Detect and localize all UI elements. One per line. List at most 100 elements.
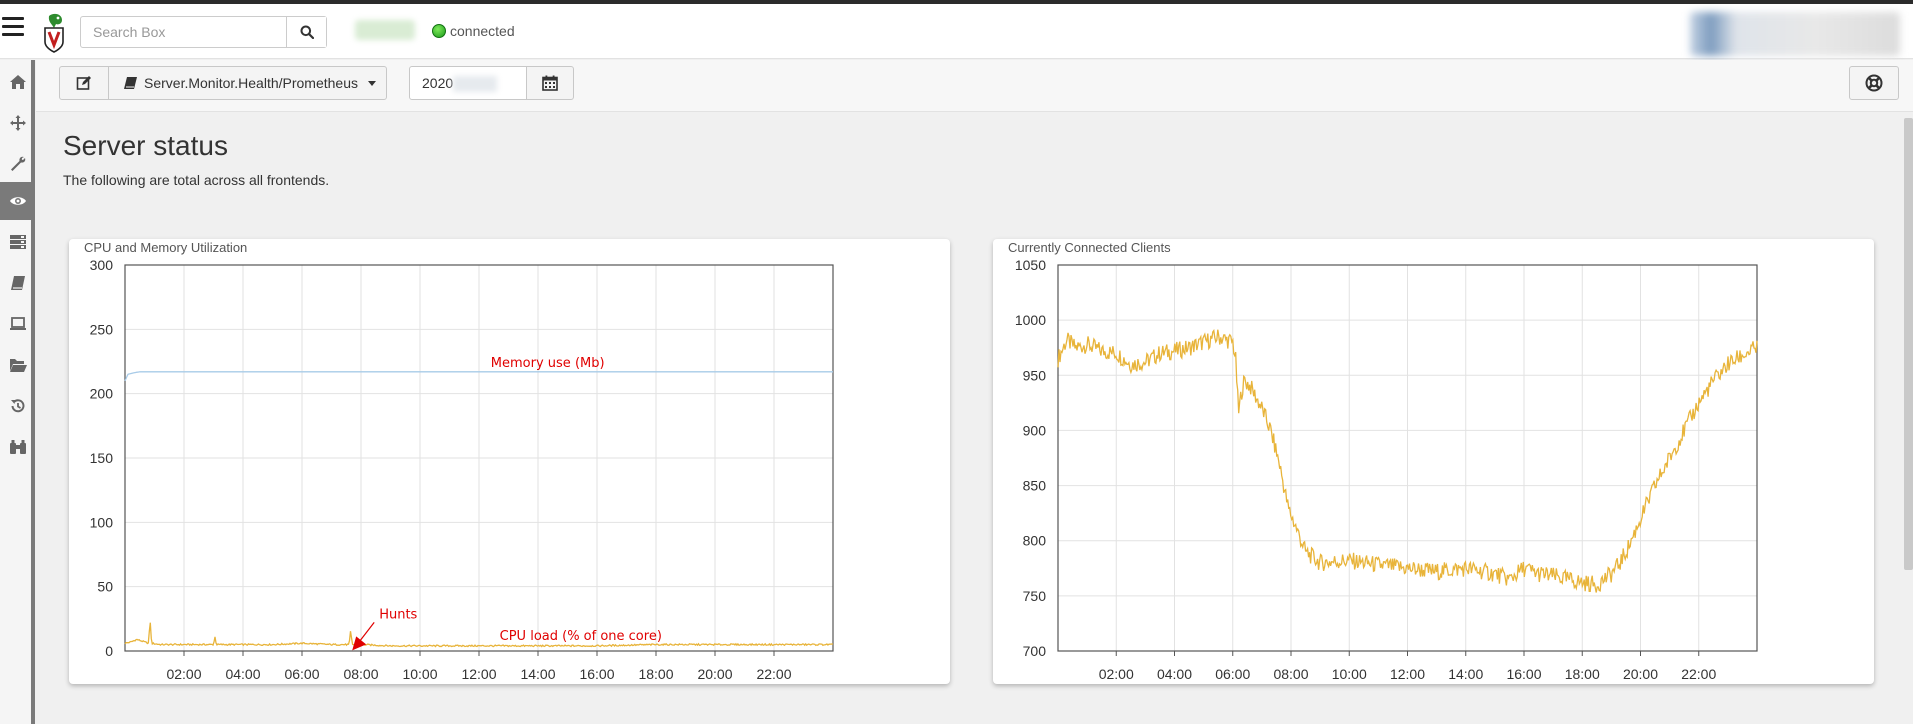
connected-clients-chart: 700 750 800 850 900 950 1000 1050 02:00 04:00 06:0… bbox=[1015, 257, 1758, 682]
x-tick-label: 12:00 bbox=[461, 666, 496, 682]
book-icon bbox=[124, 77, 137, 89]
folder-open-icon bbox=[9, 359, 27, 372]
x-tick-label: 04:00 bbox=[225, 666, 260, 682]
sidebar-item-view[interactable] bbox=[0, 182, 35, 220]
y-tick-label: 900 bbox=[1023, 422, 1047, 438]
status-dot-icon bbox=[432, 24, 446, 38]
y-tick-label: 50 bbox=[97, 579, 113, 595]
plot-frame bbox=[1057, 264, 1758, 652]
y-tick-label: 200 bbox=[90, 386, 114, 402]
y-tick-label: 800 bbox=[1023, 533, 1047, 549]
laptop-icon bbox=[9, 317, 26, 330]
edit-button[interactable] bbox=[59, 66, 109, 100]
x-tick-label: 08:00 bbox=[1273, 666, 1308, 682]
top-navbar: connected bbox=[0, 4, 1913, 59]
page-subtitle: The following are total across all front… bbox=[63, 172, 330, 188]
x-tick-label: 10:00 bbox=[402, 666, 437, 682]
sidebar-item-home[interactable] bbox=[0, 63, 35, 101]
x-tick-label: 22:00 bbox=[1681, 666, 1716, 682]
connected-clients-chart-panel: Currently Connected Clients 700 750 800 850… bbox=[993, 239, 1874, 684]
artifact-selector-dropdown[interactable]: Server.Monitor.Health/Prometheus bbox=[108, 66, 387, 100]
x-tick-label: 02:00 bbox=[1099, 666, 1134, 682]
annotation-arrow-head bbox=[352, 636, 367, 651]
x-tick-label: 20:00 bbox=[1623, 666, 1658, 682]
x-tick-label: 14:00 bbox=[520, 666, 555, 682]
life-ring-icon bbox=[1865, 74, 1883, 92]
connection-status-label: connected bbox=[450, 23, 515, 39]
sidebar-item-history[interactable] bbox=[0, 387, 35, 425]
sidebar-item-tools[interactable] bbox=[0, 145, 35, 183]
scrollbar[interactable] bbox=[1904, 118, 1913, 570]
sidebar-item-notebooks[interactable] bbox=[0, 346, 35, 384]
search-button[interactable] bbox=[286, 17, 326, 47]
sidebar bbox=[0, 60, 35, 724]
search-box bbox=[80, 16, 327, 48]
server-icon bbox=[9, 235, 26, 249]
y-tick-label: 1000 bbox=[1015, 312, 1046, 328]
x-tick-label: 18:00 bbox=[638, 666, 673, 682]
y-tick-label: 850 bbox=[1023, 478, 1047, 494]
toolbar: Server.Monitor.Health/Prometheus 2020 bbox=[36, 60, 1913, 112]
series-line bbox=[1057, 328, 1758, 593]
help-button[interactable] bbox=[1849, 66, 1899, 100]
page-title: Server status bbox=[63, 130, 228, 161]
sidebar-item-hunts[interactable] bbox=[0, 104, 35, 142]
y-tick-label: 150 bbox=[90, 450, 114, 466]
x-tick-label: 06:00 bbox=[1215, 666, 1250, 682]
sidebar-item-artifacts[interactable] bbox=[0, 264, 35, 302]
chart-annotation: CPU load (% of one core) bbox=[500, 629, 662, 644]
y-tick-label: 0 bbox=[105, 643, 113, 659]
plot-frame bbox=[124, 264, 834, 652]
cpu-memory-chart-panel: CPU and Memory Utilization 0 50 100 150 200 2… bbox=[69, 239, 950, 684]
series-line bbox=[124, 371, 833, 382]
crosshair-icon bbox=[9, 115, 26, 131]
connection-status: connected bbox=[432, 23, 515, 39]
main-content: Server status The following are total ac… bbox=[36, 112, 1896, 724]
y-tick-label: 100 bbox=[90, 514, 114, 530]
y-tick-label: 300 bbox=[90, 257, 114, 273]
binoculars-icon bbox=[9, 440, 26, 454]
date-input[interactable]: 2020 bbox=[409, 66, 527, 100]
calendar-icon bbox=[542, 75, 558, 91]
y-tick-label: 750 bbox=[1023, 588, 1047, 604]
artifact-selector-label: Server.Monitor.Health/Prometheus bbox=[144, 75, 358, 91]
x-tick-label: 14:00 bbox=[1448, 666, 1483, 682]
series-line bbox=[124, 622, 834, 648]
x-tick-label: 08:00 bbox=[343, 666, 378, 682]
y-tick-label: 250 bbox=[90, 321, 114, 337]
search-input[interactable] bbox=[81, 17, 286, 47]
sidebar-item-clients[interactable] bbox=[0, 305, 35, 343]
cpu-memory-chart: 0 50 100 150 200 250 300 02:00 04:00 06:00 08:00 10… bbox=[90, 257, 834, 682]
x-tick-label: 12:00 bbox=[1390, 666, 1425, 682]
chart-annotation: Hunts bbox=[379, 607, 417, 622]
date-redacted bbox=[453, 76, 498, 93]
hamburger-menu-icon[interactable] bbox=[2, 17, 24, 37]
search-icon bbox=[300, 25, 314, 39]
x-tick-label: 02:00 bbox=[166, 666, 201, 682]
x-tick-label: 16:00 bbox=[579, 666, 614, 682]
sidebar-item-server[interactable] bbox=[0, 223, 35, 261]
sidebar-item-search[interactable] bbox=[0, 428, 35, 466]
y-tick-label: 700 bbox=[1023, 643, 1047, 659]
x-tick-label: 20:00 bbox=[697, 666, 732, 682]
eye-icon bbox=[9, 197, 26, 205]
top-border bbox=[0, 0, 1913, 4]
x-tick-label: 06:00 bbox=[284, 666, 319, 682]
user-menu-redacted[interactable] bbox=[1690, 12, 1900, 56]
x-tick-label: 18:00 bbox=[1565, 666, 1600, 682]
chart-title: Currently Connected Clients bbox=[1008, 240, 1171, 255]
x-tick-label: 22:00 bbox=[756, 666, 791, 682]
velociraptor-logo[interactable] bbox=[40, 12, 68, 54]
y-tick-label: 950 bbox=[1023, 367, 1047, 383]
home-icon bbox=[9, 75, 26, 89]
book-icon bbox=[10, 276, 25, 290]
chart-title: CPU and Memory Utilization bbox=[84, 240, 248, 255]
y-tick-label: 1050 bbox=[1015, 257, 1046, 273]
history-icon bbox=[10, 399, 24, 413]
org-name-redacted bbox=[355, 20, 415, 40]
x-tick-label: 10:00 bbox=[1332, 666, 1367, 682]
calendar-button[interactable] bbox=[526, 66, 574, 100]
edit-icon bbox=[76, 76, 91, 90]
x-tick-label: 04:00 bbox=[1157, 666, 1192, 682]
wrench-icon bbox=[10, 156, 25, 171]
